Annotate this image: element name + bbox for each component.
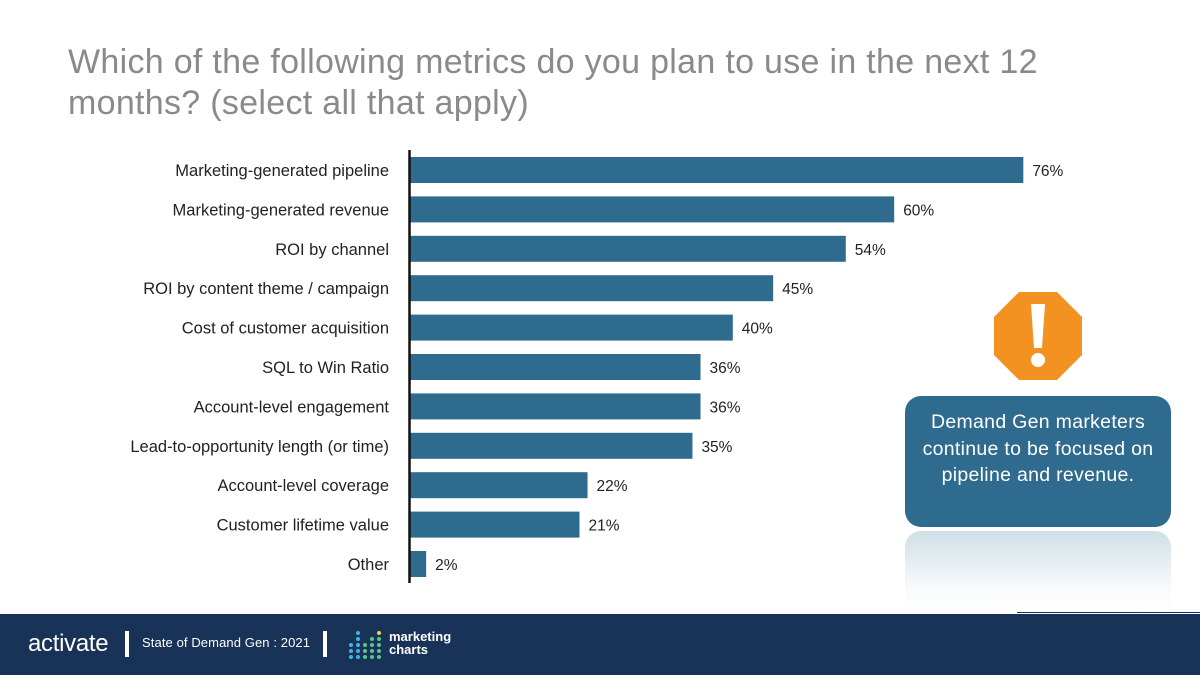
bar [410,432,693,459]
bar [410,511,580,538]
value-label: 40% [742,321,773,338]
bar [410,354,701,380]
category-label: Marketing-generated pipeline [175,162,389,180]
value-label: 60% [903,202,934,219]
marketing-charts-logo: marketing charts [389,630,451,656]
value-label: 21% [588,518,619,535]
callout-reflection [905,531,1171,613]
category-label: ROI by content theme / campaign [143,280,389,298]
category-label: Account-level coverage [217,477,389,495]
partner-line-1: marketing [389,629,452,644]
report-name: State of Demand Gen : 2021 [142,635,311,650]
bar [410,472,588,499]
value-label: 35% [701,439,732,456]
bar [410,275,774,302]
category-label: SQL to Win Ratio [262,359,389,377]
footer-accent-line [1017,612,1200,613]
category-label: Customer lifetime value [217,517,389,535]
value-label: 22% [597,478,628,495]
exclamation-octagon-icon [994,292,1082,380]
value-label: 45% [782,281,813,298]
callout-text: Demand Gen marketers continue to be focu… [922,411,1154,486]
bar [410,157,1024,183]
bar-chart: Marketing-generated pipeline 76% Marketing… [130,150,1064,583]
bar [410,196,895,223]
category-label: ROI by channel [275,241,389,259]
category-label: Marketing-generated revenue [173,201,389,219]
bar [410,551,427,577]
page-title: Which of the following metrics do you pl… [68,43,1038,122]
bar [410,393,701,420]
bars-layer: Marketing-generated pipeline 76% Marketing… [130,157,1064,577]
callout-box: Demand Gen marketers continue to be focu… [905,396,1171,527]
footer-bar [0,614,1200,675]
footer-divider [125,631,129,657]
partner-line-2: charts [389,642,429,657]
value-label: 2% [435,557,458,574]
activate-logo: activate [28,630,109,657]
value-label: 36% [710,399,741,416]
category-label: Cost of customer acquisition [182,320,389,338]
value-label: 36% [710,360,741,377]
bar [410,235,846,262]
value-label: 54% [855,242,886,259]
footer-divider [323,631,327,657]
category-label: Lead-to-opportunity length (or time) [130,438,389,456]
bar [410,314,733,341]
value-label: 76% [1032,163,1063,180]
category-label: Other [348,556,390,574]
category-label: Account-level engagement [194,398,390,416]
marketing-charts-dots-icon [349,631,381,659]
